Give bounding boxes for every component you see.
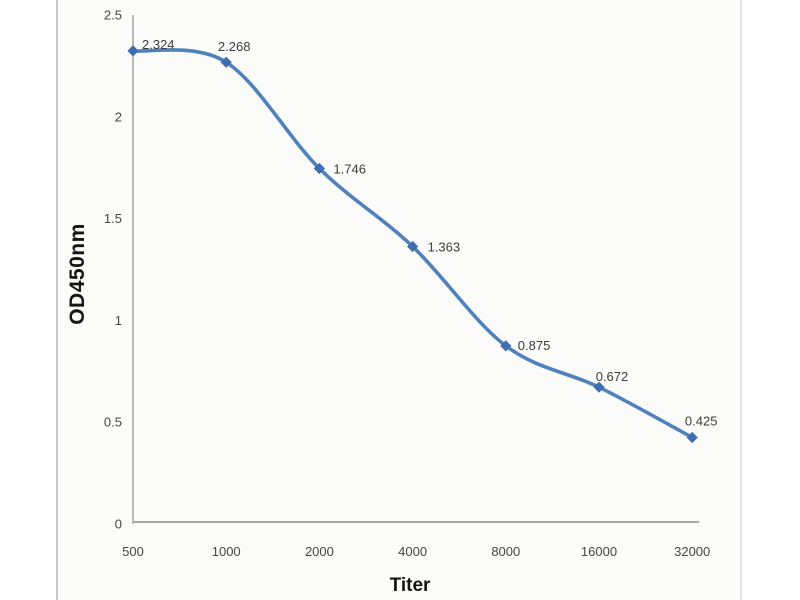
y-axis-title: OD450nm — [66, 223, 89, 325]
data-point-marker — [407, 240, 419, 253]
x-tick-label: 1000 — [212, 544, 241, 559]
data-point-label: 0.672 — [596, 369, 629, 384]
chart-panel — [56, 0, 742, 600]
data-point-label: 0.875 — [518, 338, 551, 353]
x-tick-label: 2000 — [305, 544, 334, 559]
x-tick-label: 8000 — [491, 544, 520, 559]
data-point-marker — [500, 340, 512, 352]
data-point-marker — [593, 381, 605, 393]
x-tick-label: 16000 — [581, 544, 617, 559]
x-tick-label: 4000 — [398, 544, 427, 559]
data-point-label: 0.425 — [685, 413, 718, 428]
x-axis-title: Titer — [389, 575, 431, 596]
y-tick-label: 1.5 — [104, 211, 122, 226]
data-point-marker — [127, 45, 139, 57]
y-tick-label: 1 — [115, 313, 122, 328]
data-point-label: 1.363 — [428, 239, 461, 254]
y-tick-label: 0.5 — [104, 415, 122, 430]
data-point-label: 2.324 — [142, 37, 175, 52]
data-point-marker — [313, 162, 325, 175]
data-point-marker — [686, 431, 698, 444]
y-tick-label: 2.5 — [104, 8, 122, 23]
data-point-marker — [220, 56, 232, 68]
x-tick-label: 32000 — [674, 544, 710, 559]
data-point-label: 1.746 — [333, 162, 366, 177]
y-tick-label: 0 — [115, 517, 122, 532]
y-tick-label: 2 — [115, 109, 122, 124]
x-tick-label: 500 — [122, 544, 144, 559]
data-point-label: 2.268 — [218, 39, 251, 54]
